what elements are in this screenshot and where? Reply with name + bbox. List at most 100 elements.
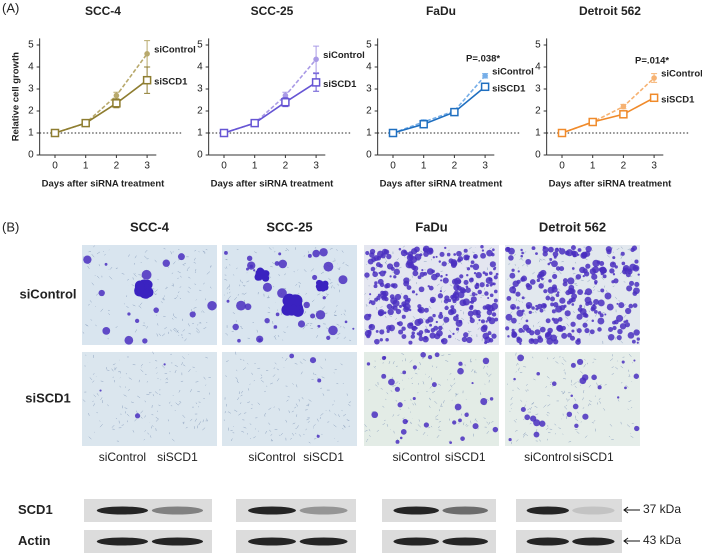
cell <box>553 302 559 308</box>
cell <box>485 320 488 323</box>
cell <box>189 311 196 318</box>
cell <box>576 338 581 342</box>
fiber <box>316 325 318 327</box>
cell <box>518 328 524 333</box>
cell <box>431 382 437 388</box>
fiber <box>328 278 331 281</box>
cell <box>599 261 605 266</box>
cell <box>493 289 498 294</box>
cell <box>559 297 566 304</box>
series-line <box>54 53 148 134</box>
cell <box>548 279 552 283</box>
fiber <box>177 271 181 274</box>
fiber <box>106 369 110 371</box>
point <box>311 78 321 87</box>
point <box>482 73 488 79</box>
fiber <box>297 269 299 271</box>
cell <box>379 338 383 342</box>
cell <box>471 292 476 297</box>
fiber <box>454 303 457 306</box>
fiber <box>440 403 442 407</box>
cell <box>435 255 438 258</box>
fiber <box>588 310 590 313</box>
fiber <box>429 386 433 389</box>
cell <box>557 317 563 322</box>
cell <box>631 339 636 344</box>
cell <box>632 264 640 272</box>
fiber <box>179 401 181 403</box>
fiber <box>309 324 312 327</box>
cell <box>511 306 515 310</box>
fiber <box>532 271 535 275</box>
cell <box>611 280 615 284</box>
fiber <box>93 245 95 248</box>
fiber <box>210 265 212 268</box>
cell <box>637 273 640 276</box>
cell <box>541 277 544 281</box>
fiber <box>324 358 326 361</box>
cell <box>576 358 584 366</box>
series-line <box>392 86 486 134</box>
fiber <box>96 393 99 396</box>
fiber <box>430 425 433 428</box>
fiber <box>390 389 393 393</box>
fiber <box>534 405 538 408</box>
cell <box>370 300 376 306</box>
fiber <box>156 333 159 337</box>
fiber <box>100 308 104 312</box>
cell <box>453 253 457 256</box>
cell <box>458 319 463 324</box>
y-tick-label: 3 <box>535 84 541 95</box>
cell <box>134 413 141 419</box>
cell <box>385 337 389 342</box>
cell <box>378 271 381 275</box>
lane-label: siControl <box>99 450 146 464</box>
fiber <box>224 267 226 269</box>
fiber <box>395 365 398 368</box>
legend-label: siControl <box>661 69 702 80</box>
fiber <box>257 402 261 405</box>
cell <box>608 327 614 332</box>
fiber <box>429 398 431 401</box>
cell <box>438 313 444 319</box>
fiber <box>486 421 489 424</box>
fiber <box>428 375 431 378</box>
y-tick-label: 5 <box>28 40 34 51</box>
fiber <box>226 292 229 294</box>
fiber <box>437 426 441 428</box>
fiber <box>341 409 343 412</box>
cell <box>429 332 436 339</box>
fiber <box>409 359 413 363</box>
protein-label: SCD1 <box>18 502 53 517</box>
cell <box>444 295 450 301</box>
fiber <box>342 424 346 428</box>
x-tick-label: 2 <box>452 161 458 172</box>
cell <box>412 270 419 277</box>
y-tick-label: 1 <box>28 128 34 139</box>
cell <box>371 411 379 419</box>
fiber <box>131 284 135 287</box>
fiber <box>143 438 145 441</box>
cell <box>249 264 254 268</box>
cell <box>509 286 517 294</box>
fiber <box>588 400 592 402</box>
fiber <box>539 258 543 261</box>
cell <box>463 279 469 285</box>
cell <box>558 248 566 255</box>
cell <box>570 362 576 368</box>
fiber <box>161 365 166 369</box>
fiber <box>440 270 443 272</box>
fiber <box>281 356 284 359</box>
fiber <box>324 312 328 314</box>
y-tick-label: 2 <box>366 106 372 117</box>
cell <box>450 260 458 267</box>
row-label: siSCD1 <box>25 390 71 405</box>
cell <box>262 282 273 292</box>
cell <box>401 301 407 307</box>
fiber <box>202 427 206 431</box>
fiber <box>176 330 179 333</box>
column-title: SCC-4 <box>130 219 170 234</box>
fiber <box>530 406 532 410</box>
cell <box>418 333 423 338</box>
fiber <box>174 409 176 412</box>
